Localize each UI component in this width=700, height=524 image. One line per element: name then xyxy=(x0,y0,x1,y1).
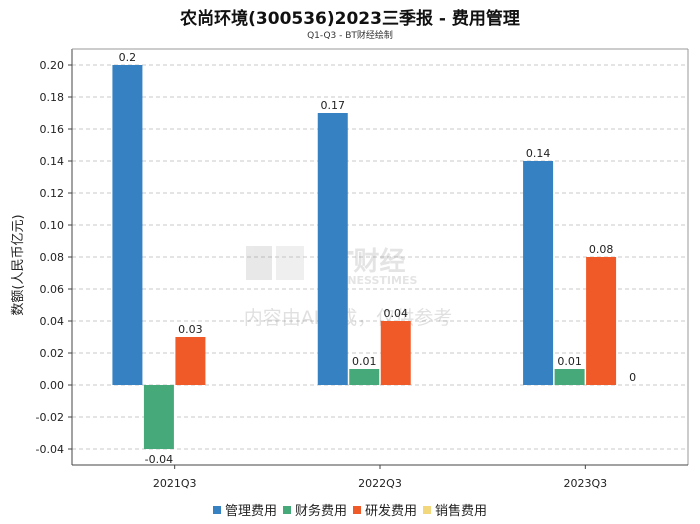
legend-item: 销售费用 xyxy=(423,500,487,519)
data-label: 0.01 xyxy=(352,355,377,368)
bar-研发费用 xyxy=(175,337,206,385)
data-label: 0 xyxy=(629,371,636,384)
bar-财务费用 xyxy=(554,369,585,385)
y-tick-label: -0.02 xyxy=(36,411,64,424)
y-tick-label: 0.14 xyxy=(40,155,65,168)
y-tick-label: 0.06 xyxy=(40,283,65,296)
x-tick-label: 2023Q3 xyxy=(564,477,608,490)
bar-研发费用 xyxy=(586,257,617,385)
legend-label: 研发费用 xyxy=(365,504,418,519)
y-tick-label: 0.12 xyxy=(40,187,65,200)
legend-item: 管理费用 xyxy=(212,500,277,519)
chart-subtitle: Q1-Q3 - BT财经绘制 xyxy=(307,31,393,41)
legend-label: 财务费用 xyxy=(294,504,347,519)
bar-财务费用 xyxy=(143,385,174,449)
data-label: 0.04 xyxy=(384,307,409,320)
y-tick-label: -0.04 xyxy=(36,443,64,456)
legend-label: 销售费用 xyxy=(435,504,488,519)
legend-label: 管理费用 xyxy=(224,504,277,519)
y-tick-label: 0.04 xyxy=(40,315,65,328)
y-tick-label: 0.10 xyxy=(40,219,65,232)
watermark-notice: 内容由AI生成，仅供参考 xyxy=(244,307,453,329)
bars xyxy=(112,65,617,449)
bar-研发费用 xyxy=(380,321,411,385)
y-axis-label: 数额(人民币亿元) xyxy=(11,214,26,315)
legend-swatch xyxy=(423,506,432,514)
bar-财务费用 xyxy=(349,369,380,385)
y-tick-label: 0.08 xyxy=(40,251,65,264)
grid xyxy=(72,64,688,450)
data-label: 0.2 xyxy=(119,51,137,64)
bar-管理费用 xyxy=(317,113,348,385)
watermark-logo-icon xyxy=(276,246,304,280)
legend-swatch xyxy=(282,506,291,514)
data-label: 0.08 xyxy=(589,243,614,256)
watermark: BT财经 BUSINESSTIMES 内容由AI生成，仅供参考 xyxy=(244,246,453,329)
bar-管理费用 xyxy=(523,161,554,385)
legend-swatch xyxy=(353,506,361,514)
y-tick-label: 0.16 xyxy=(40,123,65,136)
legend-item: 财务费用 xyxy=(282,500,347,519)
data-label: -0.04 xyxy=(145,453,173,466)
data-label: 0.01 xyxy=(557,355,582,368)
y-tick-label: 0.18 xyxy=(40,91,65,104)
legend: 管理费用 财务费用 研发费用 销售费用 xyxy=(0,500,700,519)
x-tick-label: 2021Q3 xyxy=(153,477,197,490)
bar-管理费用 xyxy=(112,65,143,385)
data-labels: 0.2 -0.04 0.03 0.17 0.01 0.04 0.14 0.01 0.08 0 xyxy=(119,51,636,466)
chart-title: 农尚环境(300536)2023三季报 - 费用管理 xyxy=(180,9,520,29)
data-label: 0.03 xyxy=(178,323,203,336)
x-tick-label: 2022Q3 xyxy=(358,477,402,490)
axes: -0.04 -0.02 0.00 0.02 0.04 0.06 0.08 0.10 0.12 0.… xyxy=(36,48,689,490)
legend-swatch xyxy=(212,506,221,514)
watermark-logo-icon xyxy=(246,246,272,280)
legend-item: 研发费用 xyxy=(353,500,417,519)
data-label: 0.14 xyxy=(526,147,551,160)
y-tick-label: 0.00 xyxy=(40,379,65,392)
y-tick-label: 0.02 xyxy=(40,347,65,360)
y-tick-label: 0.20 xyxy=(40,59,65,72)
data-label: 0.17 xyxy=(321,99,346,112)
